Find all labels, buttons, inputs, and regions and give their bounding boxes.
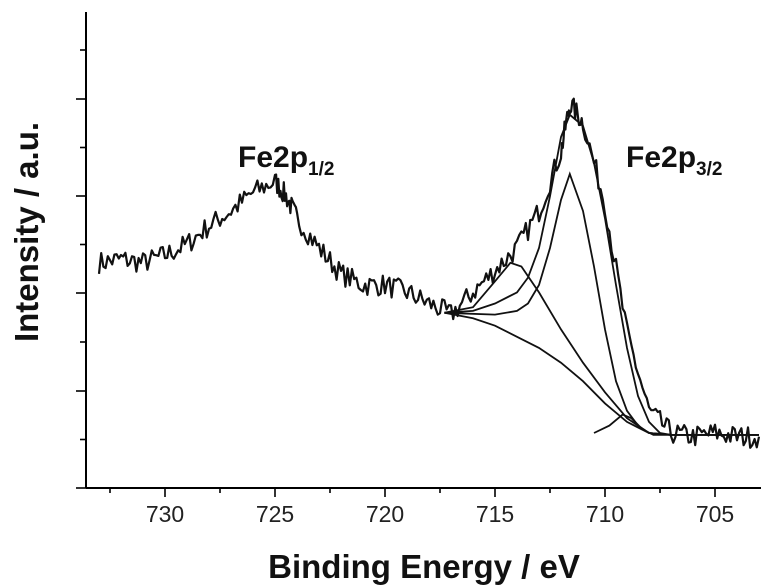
fit-component-line-1 <box>444 113 759 436</box>
peak-label: Fe2p1/2 <box>238 141 334 180</box>
series-layer <box>97 97 761 449</box>
annotations: Fe2p1/2 Fe2p3/2 <box>238 141 722 180</box>
x-tick-label: 720 <box>366 501 404 527</box>
axes <box>85 12 761 489</box>
y-axis-title: Intensity / a.u. <box>8 122 45 342</box>
fit-component-line-2 <box>444 261 759 436</box>
x-tick-label: 705 <box>696 501 734 527</box>
peak-label-subscript: 1/2 <box>308 159 334 180</box>
x-tick-label: 710 <box>586 501 624 527</box>
x-ticks: 730 725 720 715 710 705 <box>109 488 734 527</box>
fit-component-line-5 <box>593 413 671 436</box>
x-axis-title: Binding Energy / eV <box>268 548 580 585</box>
y-ticks <box>76 49 86 489</box>
peak-label: Fe2p3/2 <box>626 141 722 180</box>
x-tick-label: 725 <box>256 501 294 527</box>
measured-spectrum-line <box>97 97 761 449</box>
x-tick-label: 715 <box>476 501 514 527</box>
peak-label-subscript: 3/2 <box>696 159 722 180</box>
x-tick-label: 730 <box>146 501 184 527</box>
background-line <box>444 311 759 436</box>
